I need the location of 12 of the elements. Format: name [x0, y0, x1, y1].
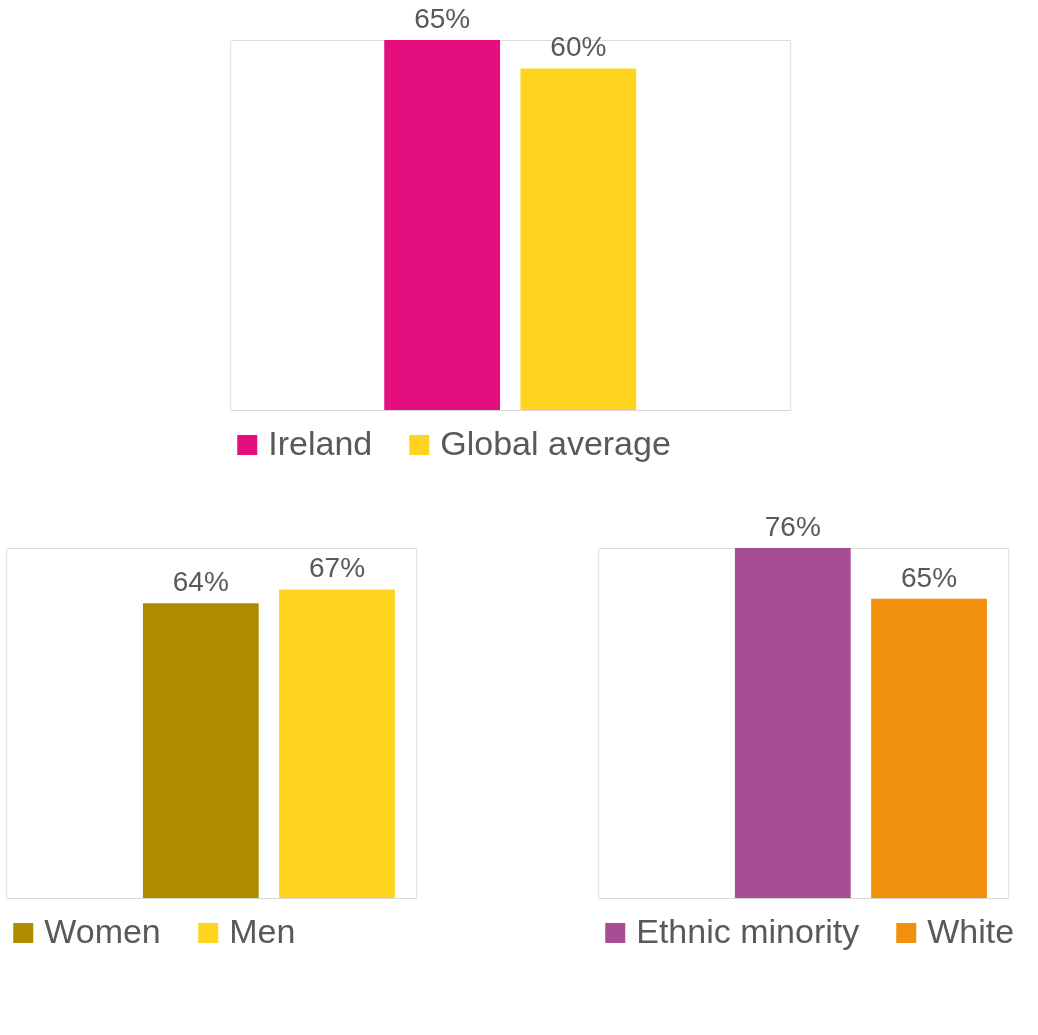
legend-label: Global average: [440, 424, 671, 462]
data-label: 64%: [172, 566, 229, 598]
data-label: 65%: [414, 3, 471, 34]
legend-label: Ethnic minority: [636, 912, 860, 950]
legend-label: Women: [44, 912, 161, 950]
data-label: 67%: [309, 552, 366, 584]
legend-label: White: [927, 912, 1015, 950]
legend-label: Men: [229, 912, 296, 950]
data-label: 60%: [550, 31, 607, 63]
data-label: 65%: [901, 561, 958, 593]
data-label: 76%: [764, 511, 821, 542]
legend-label: Ireland: [268, 424, 373, 462]
